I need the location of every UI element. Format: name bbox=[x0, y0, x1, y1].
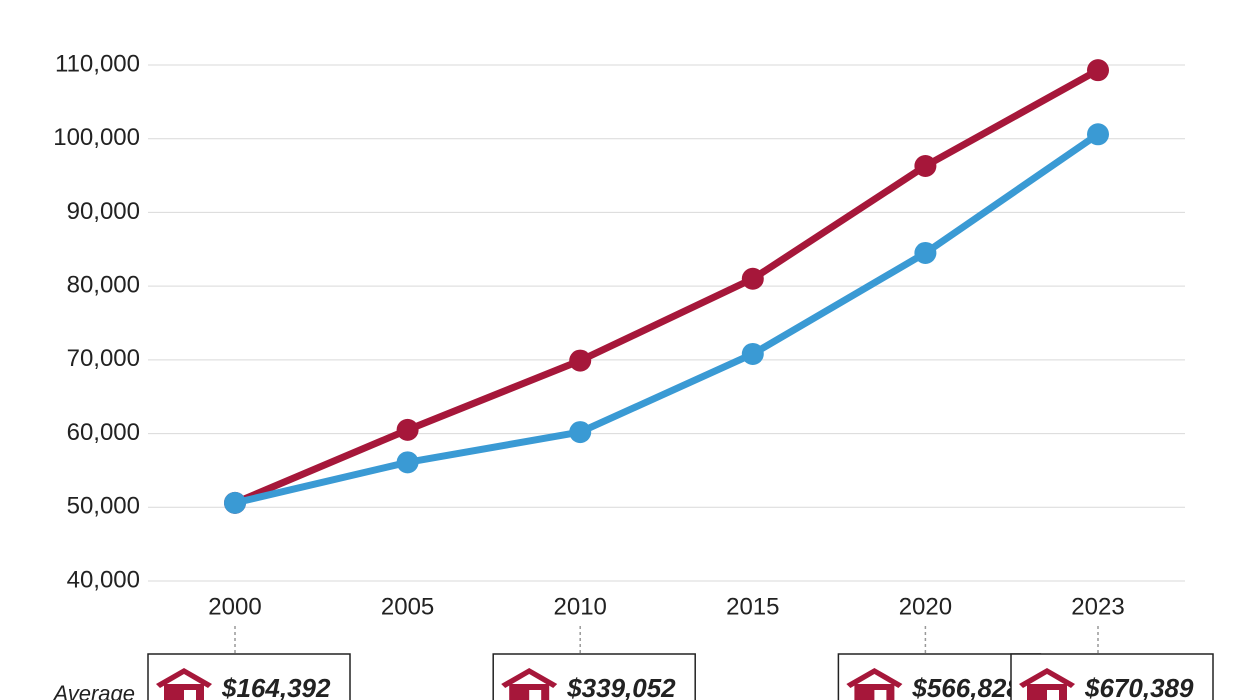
house-icon bbox=[501, 668, 558, 700]
data-point bbox=[1087, 123, 1109, 146]
price-caption: Average bbox=[51, 681, 135, 700]
data-point bbox=[914, 241, 937, 264]
house-window bbox=[1047, 690, 1059, 700]
data-point bbox=[741, 267, 764, 290]
y-tick-label: 50,000 bbox=[67, 493, 140, 520]
house-roof bbox=[156, 668, 212, 688]
house-icon bbox=[1019, 668, 1075, 700]
price-label: $566,828 bbox=[911, 673, 1021, 700]
data-point bbox=[396, 451, 419, 474]
price-label: $339,052 bbox=[566, 673, 676, 700]
x-tick-label: 2005 bbox=[381, 593, 434, 620]
house-icon bbox=[156, 668, 212, 700]
house-window bbox=[874, 690, 887, 700]
data-point bbox=[741, 342, 764, 365]
series-line bbox=[233, 67, 1100, 507]
house-roof bbox=[1019, 668, 1075, 688]
y-tick-label: 70,000 bbox=[67, 345, 140, 372]
price-label: $164,392 bbox=[221, 673, 331, 700]
data-point bbox=[396, 418, 419, 441]
data-point bbox=[914, 154, 937, 177]
price-label: $670,389 bbox=[1084, 673, 1194, 700]
x-tick-label: 2010 bbox=[554, 593, 607, 620]
house-roof bbox=[501, 668, 558, 688]
house-window bbox=[184, 690, 196, 700]
y-tick-label: 110,000 bbox=[55, 50, 140, 77]
x-tick-label: 2015 bbox=[726, 593, 779, 620]
y-tick-label: 40,000 bbox=[67, 566, 140, 593]
y-tick-label: 100,000 bbox=[53, 124, 140, 151]
x-tick-label: 2020 bbox=[899, 593, 952, 620]
data-point bbox=[1087, 59, 1109, 82]
data-point bbox=[569, 349, 592, 372]
y-tick-label: 60,000 bbox=[67, 419, 140, 446]
house-icon bbox=[846, 668, 903, 700]
x-tick-label: 2000 bbox=[208, 593, 261, 620]
house-window bbox=[529, 690, 542, 700]
y-tick-label: 80,000 bbox=[67, 271, 140, 298]
data-point bbox=[224, 491, 246, 514]
y-tick-label: 90,000 bbox=[67, 198, 140, 225]
data-point bbox=[569, 421, 592, 444]
x-tick-label: 2023 bbox=[1071, 593, 1124, 620]
house-roof bbox=[846, 668, 903, 688]
series-line bbox=[234, 131, 1100, 507]
